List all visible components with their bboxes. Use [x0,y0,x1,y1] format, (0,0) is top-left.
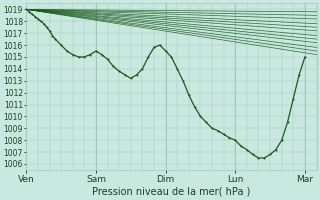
X-axis label: Pression niveau de la mer( hPa ): Pression niveau de la mer( hPa ) [92,187,251,197]
